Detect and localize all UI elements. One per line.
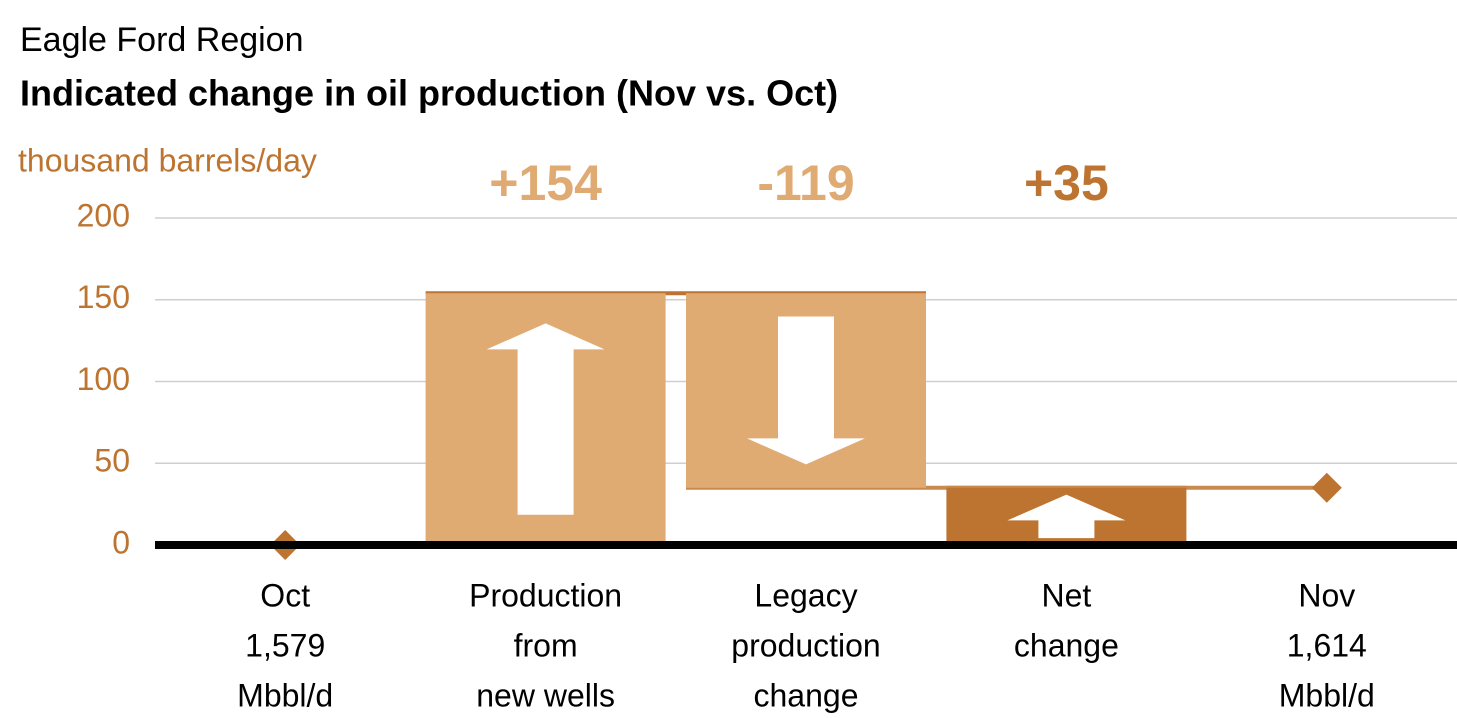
x-tick-label: change — [1014, 627, 1119, 663]
x-tick-label: production — [731, 627, 880, 663]
x-tick-label: new wells — [476, 677, 615, 713]
x-tick-label: from — [514, 627, 578, 663]
y-tick-label: 150 — [77, 279, 130, 315]
x-tick-label: 1,614 — [1287, 627, 1367, 663]
x-tick-label: Nov — [1298, 577, 1355, 613]
arrow-icon — [1007, 494, 1126, 539]
x-tick-label: Mbbl/d — [1279, 677, 1375, 713]
x-tick-label: 1,579 — [245, 627, 325, 663]
x-tick-label: Mbbl/d — [237, 677, 333, 713]
y-tick-label: 0 — [112, 524, 130, 560]
arrow-icon — [486, 323, 605, 515]
x-tick-label: Production — [469, 577, 622, 613]
x-tick-label: Legacy — [754, 577, 857, 613]
y-tick-label: 100 — [77, 361, 130, 397]
chart-title: Eagle Ford Region — [20, 21, 304, 59]
x-tick-label: Oct — [260, 577, 310, 613]
value-label: +35 — [1024, 155, 1109, 211]
x-tick-label: Net — [1042, 577, 1092, 613]
y-axis-label: thousand barrels/day — [18, 142, 317, 178]
chart-subtitle: Indicated change in oil production (Nov … — [20, 73, 838, 114]
value-label: -119 — [757, 155, 854, 211]
arrow-icon — [747, 316, 865, 465]
diamond-marker — [1311, 472, 1342, 503]
y-tick-label: 50 — [94, 443, 130, 479]
value-label: +154 — [489, 155, 602, 211]
y-tick-label: 200 — [77, 197, 130, 233]
x-tick-label: change — [754, 677, 859, 713]
